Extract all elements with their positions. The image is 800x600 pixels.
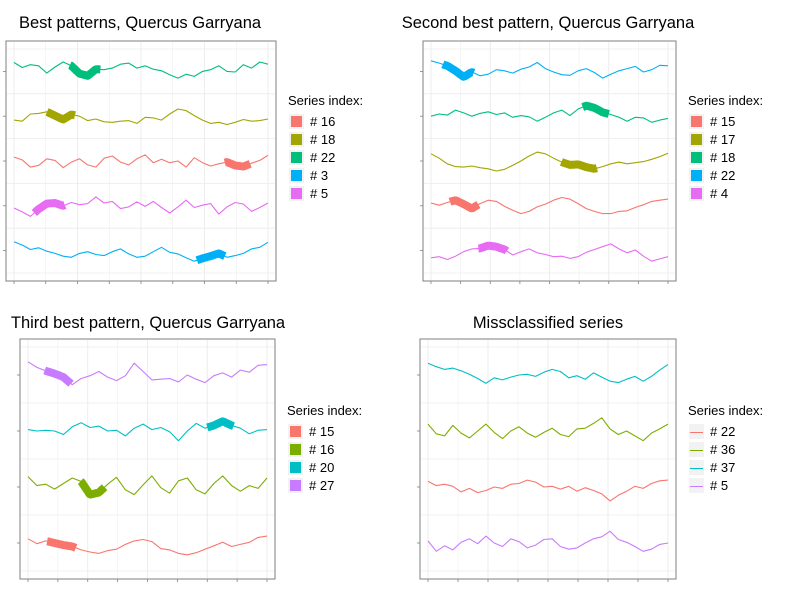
legend-label: # 5 bbox=[710, 478, 729, 493]
legend-swatch bbox=[688, 459, 705, 476]
highlight-pattern-3 bbox=[194, 249, 228, 265]
legend-label: # 5 bbox=[310, 186, 329, 201]
legend-swatch bbox=[287, 459, 304, 476]
legend-label: # 18 bbox=[710, 150, 736, 165]
series-line-36 bbox=[427, 417, 669, 442]
legend-swatch bbox=[288, 149, 305, 166]
legend-swatch bbox=[288, 185, 305, 202]
legend-label: # 22 bbox=[310, 150, 336, 165]
chart-title: Best patterns, Quercus Garryana bbox=[18, 14, 262, 32]
legend-title: Series index: bbox=[287, 403, 363, 418]
chart-panel-1 bbox=[3, 40, 277, 284]
legend-swatch bbox=[688, 131, 705, 148]
series-line-4 bbox=[430, 243, 669, 262]
highlight-pattern-18 bbox=[44, 108, 78, 124]
series-line-17 bbox=[430, 151, 669, 172]
legend-swatch bbox=[288, 113, 305, 130]
legend-swatch bbox=[287, 441, 304, 458]
legend-swatch bbox=[688, 185, 705, 202]
chart-panel-3 bbox=[17, 338, 276, 582]
highlight-pattern-15 bbox=[447, 196, 482, 213]
highlight-pattern-4 bbox=[475, 241, 510, 255]
series-line-22 bbox=[427, 479, 669, 502]
legend-swatch bbox=[688, 167, 705, 184]
legend-swatch bbox=[688, 149, 705, 166]
legend-label: # 15 bbox=[309, 424, 335, 439]
legend-label: # 18 bbox=[310, 132, 336, 147]
chart-title: Missclassified series bbox=[472, 314, 624, 332]
chart-title: Third best pattern, Quercus Garryana bbox=[10, 314, 286, 332]
legend-label: # 16 bbox=[309, 442, 335, 457]
legend-label: # 20 bbox=[309, 460, 335, 475]
legend-label: # 15 bbox=[710, 114, 736, 129]
legend-swatch bbox=[688, 423, 705, 440]
legend-label: # 22 bbox=[710, 168, 736, 183]
legend-label: # 4 bbox=[710, 186, 729, 201]
legend-label: # 17 bbox=[710, 132, 736, 147]
chart-panel-2 bbox=[420, 40, 677, 284]
legend-label: # 22 bbox=[710, 424, 736, 439]
series-line-18 bbox=[430, 105, 669, 123]
legend-swatch bbox=[287, 423, 304, 440]
legend-title: Series index: bbox=[688, 403, 764, 418]
legend-swatch bbox=[288, 131, 305, 148]
chart-title: Second best pattern, Quercus Garryana bbox=[401, 14, 695, 32]
legend-label: # 16 bbox=[310, 114, 336, 129]
series-line-22 bbox=[13, 61, 269, 79]
legend-title: Series index: bbox=[688, 93, 764, 108]
highlight-pattern-20 bbox=[204, 417, 237, 432]
series-line-3 bbox=[13, 241, 269, 262]
series-line-16 bbox=[27, 475, 268, 496]
legend-swatch bbox=[287, 477, 304, 494]
highlight-pattern-22 bbox=[440, 60, 477, 81]
highlight-pattern-22 bbox=[67, 61, 104, 80]
legend-swatch bbox=[288, 167, 305, 184]
highlight-pattern-16 bbox=[221, 158, 254, 171]
highlight-pattern-17 bbox=[558, 158, 600, 173]
legend-label: # 27 bbox=[309, 478, 335, 493]
legend-swatch bbox=[688, 441, 705, 458]
series-line-37 bbox=[427, 362, 669, 384]
legend-label: # 36 bbox=[710, 442, 736, 457]
series-line-5 bbox=[427, 530, 669, 552]
highlight-pattern-18 bbox=[579, 101, 612, 118]
legend-swatch bbox=[688, 477, 705, 494]
highlight-pattern-16 bbox=[77, 478, 108, 499]
legend-label: # 37 bbox=[710, 460, 736, 475]
highlight-pattern-5 bbox=[31, 199, 68, 216]
legend-title: Series index: bbox=[288, 93, 364, 108]
legend-label: # 3 bbox=[310, 168, 329, 183]
legend-swatch bbox=[688, 113, 705, 130]
highlight-pattern-27 bbox=[41, 366, 74, 387]
chart-panel-4 bbox=[417, 338, 677, 582]
highlight-pattern-15 bbox=[44, 537, 79, 552]
